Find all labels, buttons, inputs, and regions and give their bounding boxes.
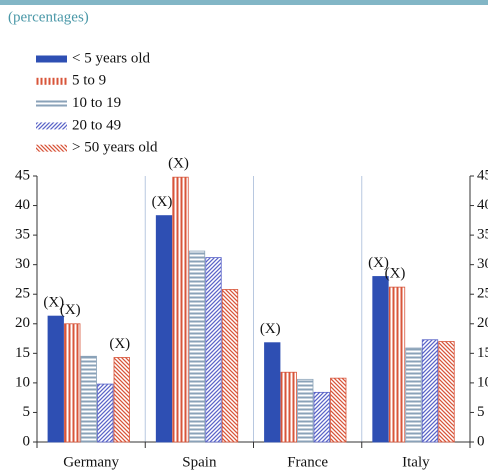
y2-tick-label: 40 <box>477 197 488 213</box>
legend-swatch <box>36 122 67 130</box>
x-tick-label: Spain <box>182 454 217 470</box>
y-tick-label: 30 <box>15 256 30 272</box>
legend-swatch <box>36 100 67 108</box>
value-label: (X) <box>385 266 406 282</box>
x-tick-label: Germany <box>63 454 119 470</box>
bar <box>280 371 297 443</box>
legend-label: 5 to 9 <box>72 73 106 89</box>
legend-swatch <box>36 144 67 152</box>
y2-tick-label: 5 <box>477 404 485 420</box>
bar <box>47 315 64 443</box>
value-label: (X) <box>60 302 81 318</box>
bar <box>221 289 239 443</box>
bar <box>97 383 114 443</box>
bar <box>188 250 206 443</box>
bar <box>64 323 81 443</box>
y-tick-label: 45 <box>15 167 30 183</box>
y-tick-label: 20 <box>15 315 30 331</box>
y-tick-label: 0 <box>23 433 31 449</box>
chart-subtitle: (percentages) <box>8 9 89 25</box>
y2-tick-label: 15 <box>477 345 488 361</box>
y-tick-label: 10 <box>15 374 30 390</box>
y2-tick-label: 30 <box>477 256 488 272</box>
legend-label: < 5 years old <box>72 50 151 66</box>
y2-tick-label: 25 <box>477 286 488 302</box>
legend-swatch <box>36 55 67 63</box>
bar <box>438 341 455 443</box>
bar <box>313 391 330 443</box>
bar <box>405 347 422 443</box>
value-label: (X) <box>109 336 130 352</box>
legend-swatch <box>36 77 67 85</box>
y-tick-label: 40 <box>15 197 30 213</box>
value-label: (X) <box>260 321 281 337</box>
value-label: (X) <box>368 255 389 271</box>
y2-tick-label: 20 <box>477 315 488 331</box>
bar <box>172 176 189 443</box>
bar <box>113 357 130 443</box>
y-tick-label: 5 <box>23 404 31 420</box>
y-tick-label: 35 <box>15 227 30 243</box>
bar <box>155 215 173 443</box>
legend-label: 10 to 19 <box>72 95 121 111</box>
value-label: (X) <box>43 295 64 311</box>
value-label: (X) <box>168 156 189 172</box>
bar <box>421 339 439 443</box>
bar <box>264 342 281 443</box>
legend-label: > 50 years old <box>72 140 158 156</box>
y2-tick-label: 35 <box>477 227 488 243</box>
y-tick-label: 15 <box>15 345 30 361</box>
y2-tick-label: 0 <box>477 433 485 449</box>
top-band <box>0 0 488 5</box>
x-tick-label: France <box>287 454 328 470</box>
y2-tick-label: 45 <box>477 167 488 183</box>
bar <box>388 286 406 443</box>
bar <box>80 355 97 443</box>
legend-label: 20 to 49 <box>72 117 121 133</box>
y-tick-label: 25 <box>15 286 30 302</box>
bar <box>372 276 389 443</box>
value-label: (X) <box>152 194 173 210</box>
bar <box>297 378 314 443</box>
x-tick-label: Italy <box>402 454 430 470</box>
bar <box>205 257 222 443</box>
y2-tick-label: 10 <box>477 374 488 390</box>
bar <box>330 377 347 443</box>
